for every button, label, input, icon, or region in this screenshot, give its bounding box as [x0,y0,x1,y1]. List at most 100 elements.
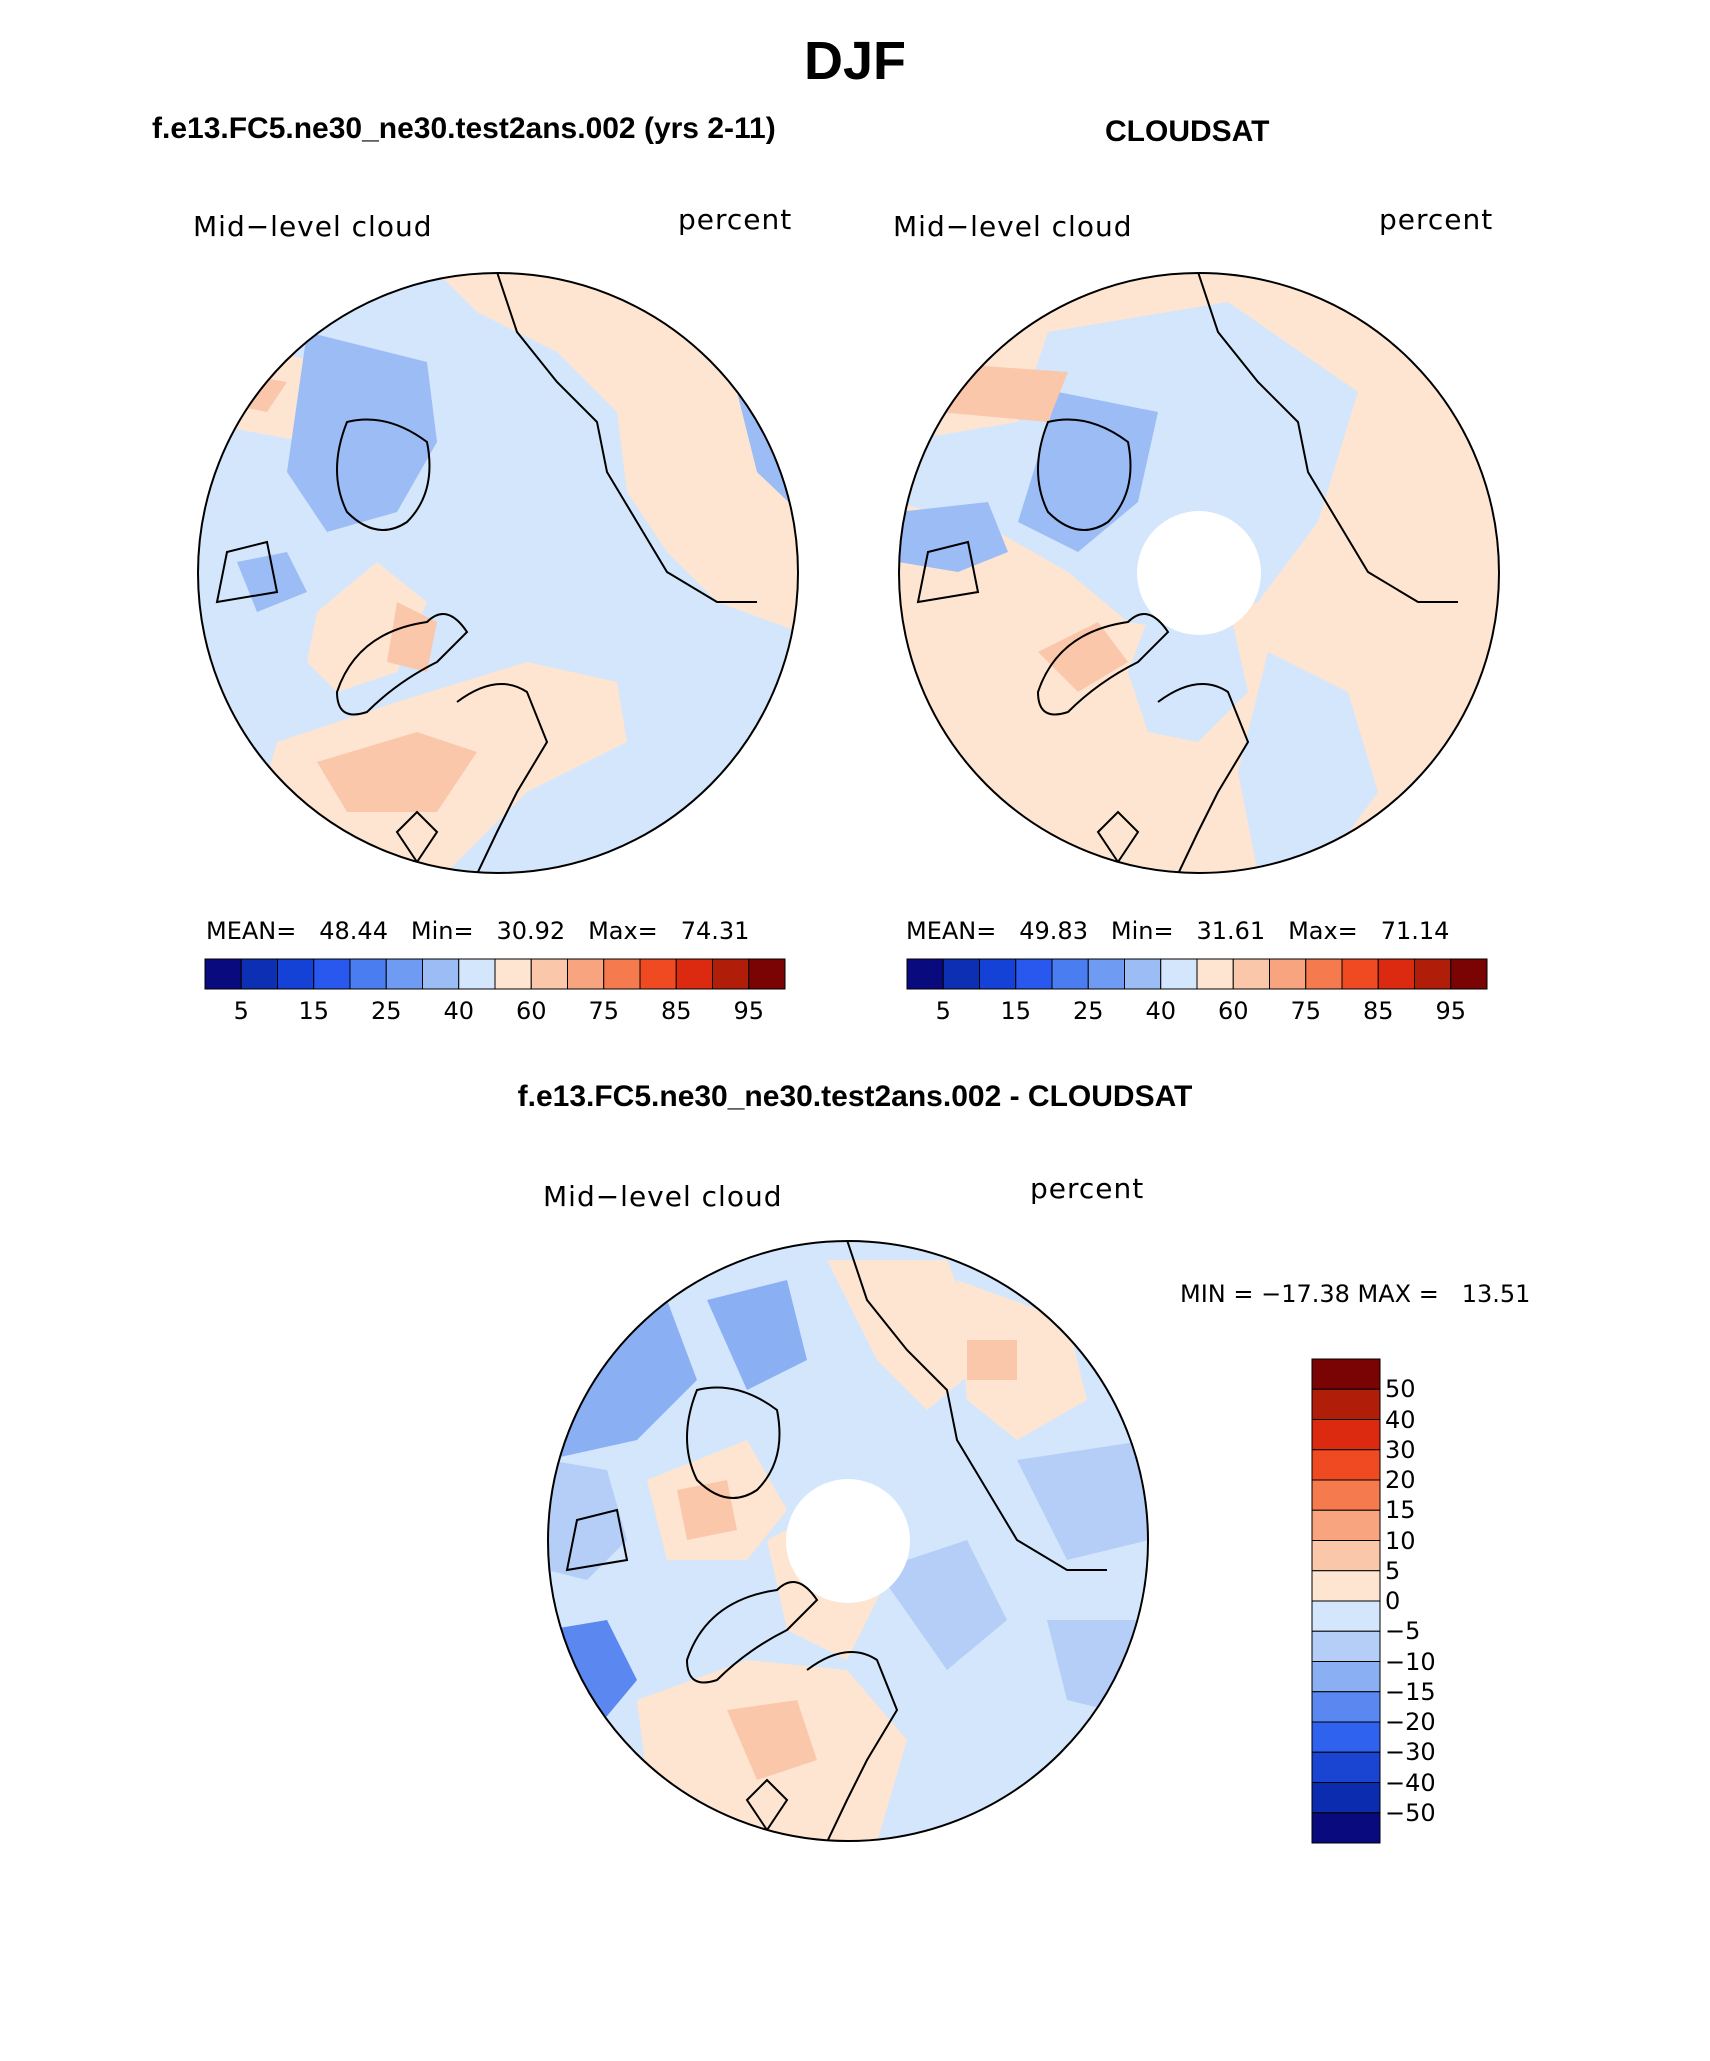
colorbar-swatch [603,958,641,990]
variable-label-model: Mid−level cloud [193,210,433,243]
colorbar-swatch [1311,1812,1381,1844]
colorbar-swatch [712,958,750,990]
mean-value: 49.83 [1019,917,1088,945]
colorbar-swatch [1232,958,1270,990]
colorbar-tick-label: 75 [588,997,620,1025]
colorbar-tick-label: −50 [1385,1798,1436,1827]
colorbar-swatch [1160,958,1198,990]
min-label: Min= [410,917,474,945]
colorbar-tick-label: 10 [1385,1526,1416,1555]
colorbar-swatch [1311,1479,1381,1511]
colorbar-tick-label: 85 [660,997,692,1025]
colorbar-tick-label: 40 [1385,1405,1416,1434]
colorbar-swatch [1311,1540,1381,1572]
colorbar-swatch [349,958,387,990]
colorbar-tick-label: 0 [1385,1587,1401,1615]
colorbar-tick-label: 15 [1385,1496,1416,1525]
colorbar-swatch [1311,1751,1381,1783]
colorbar-swatch [748,958,786,990]
minmax-diff: MIN = −17.38 MAX = 13.51 [1180,1280,1531,1308]
colorbar-tick-label: 60 [515,997,547,1025]
colorbar-ticks-obs: 5 15 25 40 60 75 85 95 [906,997,1488,1027]
polar-map-obs [898,272,1500,874]
colorbar-swatch [1311,1419,1381,1451]
panel-title-diff: f.e13.FC5.ne30_ne30.test2ans.002 - CLOUD… [517,1080,1193,1113]
colorbar-swatch [639,958,677,990]
stats-obs: MEAN= 49.83 Min= 31.61 Max= 71.14 [906,917,1449,945]
colorbar-tick-label: 75 [1290,997,1322,1025]
colorbar-swatch [1015,958,1053,990]
variable-label-diff: Mid−level cloud [543,1180,783,1213]
colorbar-tick-label: 5 [233,997,249,1025]
colorbar-diff [1311,1358,1381,1844]
colorbar-swatch [1311,1449,1381,1481]
figure-title: DJF [803,31,906,91]
colorbar-tick-label: 5 [1385,1556,1401,1585]
max-value: 74.31 [680,917,750,945]
panel-title-obs: CLOUDSAT [1105,115,1270,148]
units-label-obs: percent [1379,203,1494,236]
colorbar-tick-label: 95 [1435,997,1467,1025]
colorbar-swatch [1051,958,1089,990]
colorbar-swatch [1311,1358,1381,1390]
variable-label-obs: Mid−level cloud [893,210,1133,243]
colorbar-swatch [1196,958,1234,990]
colorbar-tick-label: 20 [1385,1466,1416,1494]
max-label: Max= [588,917,658,945]
colorbar-tick-label: 50 [1385,1375,1416,1404]
colorbar-swatch [1124,958,1162,990]
colorbar-swatch [1311,1388,1381,1420]
colorbar-swatch [204,958,242,990]
units-label-model: percent [678,203,793,236]
colorbar-swatch [1311,1721,1381,1753]
colorbar-swatch [385,958,423,990]
polar-map-model [197,272,799,874]
polar-map-diff [547,1240,1149,1842]
colorbar-tick-label: −10 [1385,1647,1436,1676]
panel-title-model: f.e13.FC5.ne30_ne30.test2ans.002 (yrs 2-… [152,112,776,145]
colorbar-obs [906,958,1488,990]
colorbar-swatch [1414,958,1452,990]
colorbar-swatch [1341,958,1379,990]
colorbar-tick-label: 15 [298,997,330,1025]
colorbar-tick-label: 95 [733,997,765,1025]
min-value: 31.61 [1196,917,1266,945]
colorbar-tick-label: −30 [1385,1738,1436,1767]
colorbar-swatch [494,958,532,990]
colorbar-swatch [675,958,713,990]
colorbar-tick-label: −20 [1385,1708,1436,1736]
colorbar-swatch [1087,958,1125,990]
mean-value: 48.44 [319,917,388,945]
colorbar-tick-label: 5 [935,997,951,1025]
colorbar-swatch [1305,958,1343,990]
colorbar-swatch [906,958,944,990]
max-value: 71.14 [1380,917,1450,945]
colorbar-swatch [1311,1570,1381,1602]
colorbar-tick-label: 15 [1000,997,1032,1025]
colorbar-swatch [1377,958,1415,990]
colorbar-tick-label: −40 [1385,1768,1436,1797]
colorbar-swatch [1311,1661,1381,1693]
colorbar-swatch [1311,1691,1381,1723]
colorbar-ticks-model: 5 15 25 40 60 75 85 95 [204,997,786,1027]
units-label-diff: percent [1030,1172,1145,1205]
colorbar-swatch [1269,958,1307,990]
mean-label: MEAN= [906,917,997,945]
colorbar-tick-label: 40 [1145,997,1177,1025]
colorbar-swatch [1311,1630,1381,1662]
colorbar-model [204,958,786,990]
colorbar-tick-label: 25 [370,997,402,1025]
stats-model: MEAN= 48.44 Min= 30.92 Max= 74.31 [206,917,749,945]
colorbar-swatch [240,958,278,990]
colorbar-tick-label: 60 [1217,997,1249,1025]
colorbar-swatch [567,958,605,990]
colorbar-tick-label: 85 [1362,997,1394,1025]
colorbar-swatch [458,958,496,990]
min-label: Min= [1110,917,1174,945]
min-value: 30.92 [496,917,566,945]
colorbar-swatch [942,958,980,990]
colorbar-tick-label: 25 [1072,997,1104,1025]
colorbar-swatch [1311,1782,1381,1814]
colorbar-swatch [1311,1600,1381,1632]
colorbar-tick-label: −5 [1385,1617,1421,1646]
